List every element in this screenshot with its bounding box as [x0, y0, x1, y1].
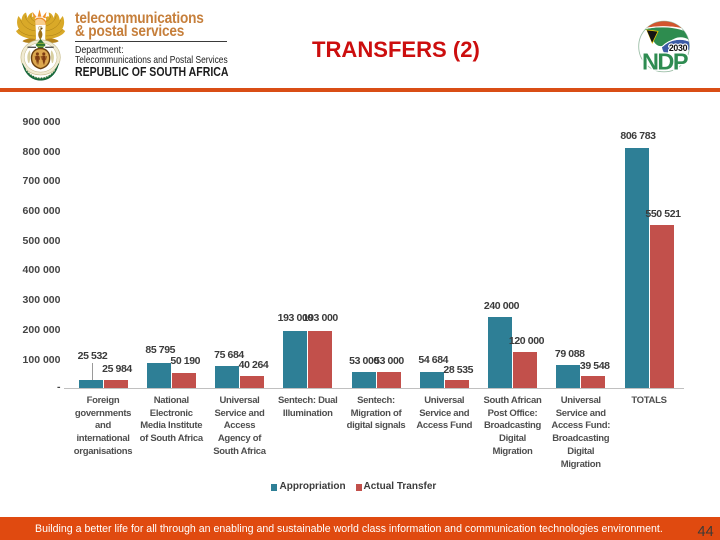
svg-text:NDP: NDP [642, 49, 688, 75]
svg-text:2030: 2030 [669, 43, 688, 53]
